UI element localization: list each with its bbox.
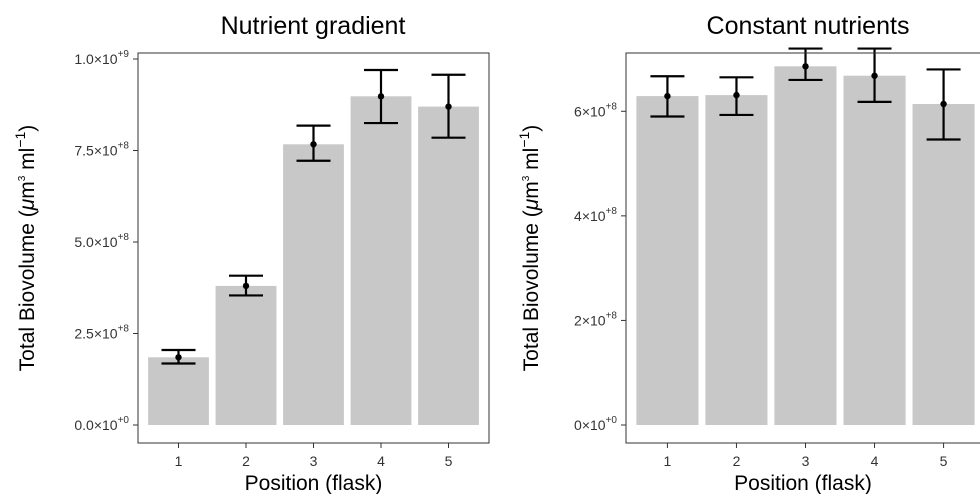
y-axis-label-ml: ml (520, 148, 543, 176)
y-tick-mantissa: 4 (574, 208, 582, 224)
y-tick-times: ×10 (94, 326, 118, 342)
y-tick-label: 6×10+8 (574, 101, 617, 119)
y-tick-mantissa: 2 (574, 312, 582, 328)
y-tick-label: 1.0×10+9 (74, 49, 129, 67)
y-axis-label-close: ) (16, 125, 39, 132)
y-tick-label: 4×10+8 (574, 206, 617, 224)
mean-point-4 (871, 72, 878, 79)
mean-point-3 (802, 63, 809, 70)
y-tick-label: 2×10+8 (574, 310, 617, 328)
y-axis-label-mu: μ (16, 198, 39, 211)
y-tick-exponent: +8 (118, 324, 130, 335)
mean-point-2 (242, 282, 250, 290)
mean-point-1 (664, 92, 671, 100)
mean-point-1 (175, 354, 182, 361)
bar-1 (148, 357, 209, 425)
mean-point-2 (733, 91, 740, 99)
panel-2: Constant nutrients0×10+02×10+84×10+86×10… (516, 12, 980, 494)
y-axis-label-ml: ml (16, 148, 39, 176)
x-tick-label: 5 (940, 453, 948, 469)
y-axis-label-text: Total Biovolume ( (520, 210, 543, 371)
y-tick-mantissa: 5.0 (74, 234, 94, 250)
y-tick-mantissa: 1.0 (74, 51, 94, 67)
y-axis-label-exp3: 3 (17, 175, 28, 181)
x-tick-label: 2 (242, 453, 250, 469)
bar-2 (705, 95, 768, 425)
bar-4 (843, 75, 906, 425)
panel-1: Nutrient gradient0.0×10+02.5×10+85.0×10+… (12, 12, 490, 494)
panel-title: Constant nutrients (707, 12, 910, 40)
mean-point-3 (310, 141, 317, 148)
y-tick-label: 0.0×10+0 (74, 415, 129, 433)
y-tick-exponent: +9 (118, 49, 130, 60)
y-tick-mantissa: 7.5 (74, 143, 94, 159)
x-tick-label: 1 (175, 453, 183, 469)
y-tick-exponent: +8 (606, 101, 618, 112)
y-tick-mantissa: 2.5 (74, 326, 94, 342)
y-tick-exponent: +0 (606, 415, 618, 426)
y-tick-exponent: +0 (118, 415, 130, 426)
y-axis-label-exp3: 3 (521, 175, 532, 181)
bar-3 (774, 66, 837, 426)
bar-2 (215, 285, 277, 425)
panel-title: Nutrient gradient (221, 12, 406, 40)
mean-point-5 (445, 103, 452, 110)
bar-5 (418, 106, 479, 425)
y-axis-label-unit: m (16, 181, 39, 199)
y-tick-label: 5.0×10+8 (74, 232, 129, 250)
x-tick-label: 4 (871, 453, 879, 469)
x-tick-label: 2 (733, 453, 741, 469)
y-tick-label: 0×10+0 (574, 415, 617, 433)
y-axis-label-text: Total Biovolume ( (16, 210, 39, 371)
x-tick-label: 1 (664, 453, 672, 469)
bar-4 (350, 96, 412, 426)
y-axis-label-unit: m (520, 181, 543, 199)
mean-point-5 (940, 100, 947, 108)
x-tick-label: 3 (310, 453, 318, 469)
y-tick-times: ×10 (582, 208, 606, 224)
y-tick-label: 2.5×10+8 (74, 324, 129, 342)
y-tick-times: ×10 (94, 234, 118, 250)
y-axis-label: Total Biovolume (μm3 ml−1) (516, 125, 543, 372)
y-tick-exponent: +8 (606, 310, 618, 321)
y-tick-mantissa: 0.0 (74, 417, 94, 433)
y-tick-mantissa: 6 (574, 103, 582, 119)
mean-point-4 (377, 93, 385, 100)
bar-5 (912, 104, 975, 425)
x-tick-label: 3 (802, 453, 810, 469)
y-tick-exponent: +8 (118, 141, 130, 152)
y-tick-times: ×10 (94, 143, 118, 159)
bar-1 (636, 96, 699, 425)
y-tick-exponent: +8 (606, 206, 618, 217)
y-tick-times: ×10 (582, 312, 606, 328)
y-axis-label-expm1: −1 (12, 131, 28, 147)
x-tick-label: 4 (377, 453, 385, 469)
x-tick-label: 5 (445, 453, 453, 469)
y-tick-times: ×10 (94, 51, 118, 67)
y-tick-label: 7.5×10+8 (74, 141, 129, 159)
y-axis-label-close: ) (520, 125, 543, 132)
y-tick-mantissa: 0 (574, 417, 582, 433)
y-axis-label-expm1: −1 (516, 131, 532, 147)
x-axis-label: Position (flask) (245, 472, 383, 494)
y-axis-label: Total Biovolume (μm3 ml−1) (12, 125, 39, 372)
bar-3 (283, 144, 344, 426)
y-tick-times: ×10 (94, 417, 118, 433)
y-axis-label-mu: μ (520, 198, 543, 211)
y-tick-exponent: +8 (118, 232, 130, 243)
y-tick-times: ×10 (582, 417, 606, 433)
y-tick-times: ×10 (582, 103, 606, 119)
x-axis-label: Position (flask) (734, 472, 872, 494)
